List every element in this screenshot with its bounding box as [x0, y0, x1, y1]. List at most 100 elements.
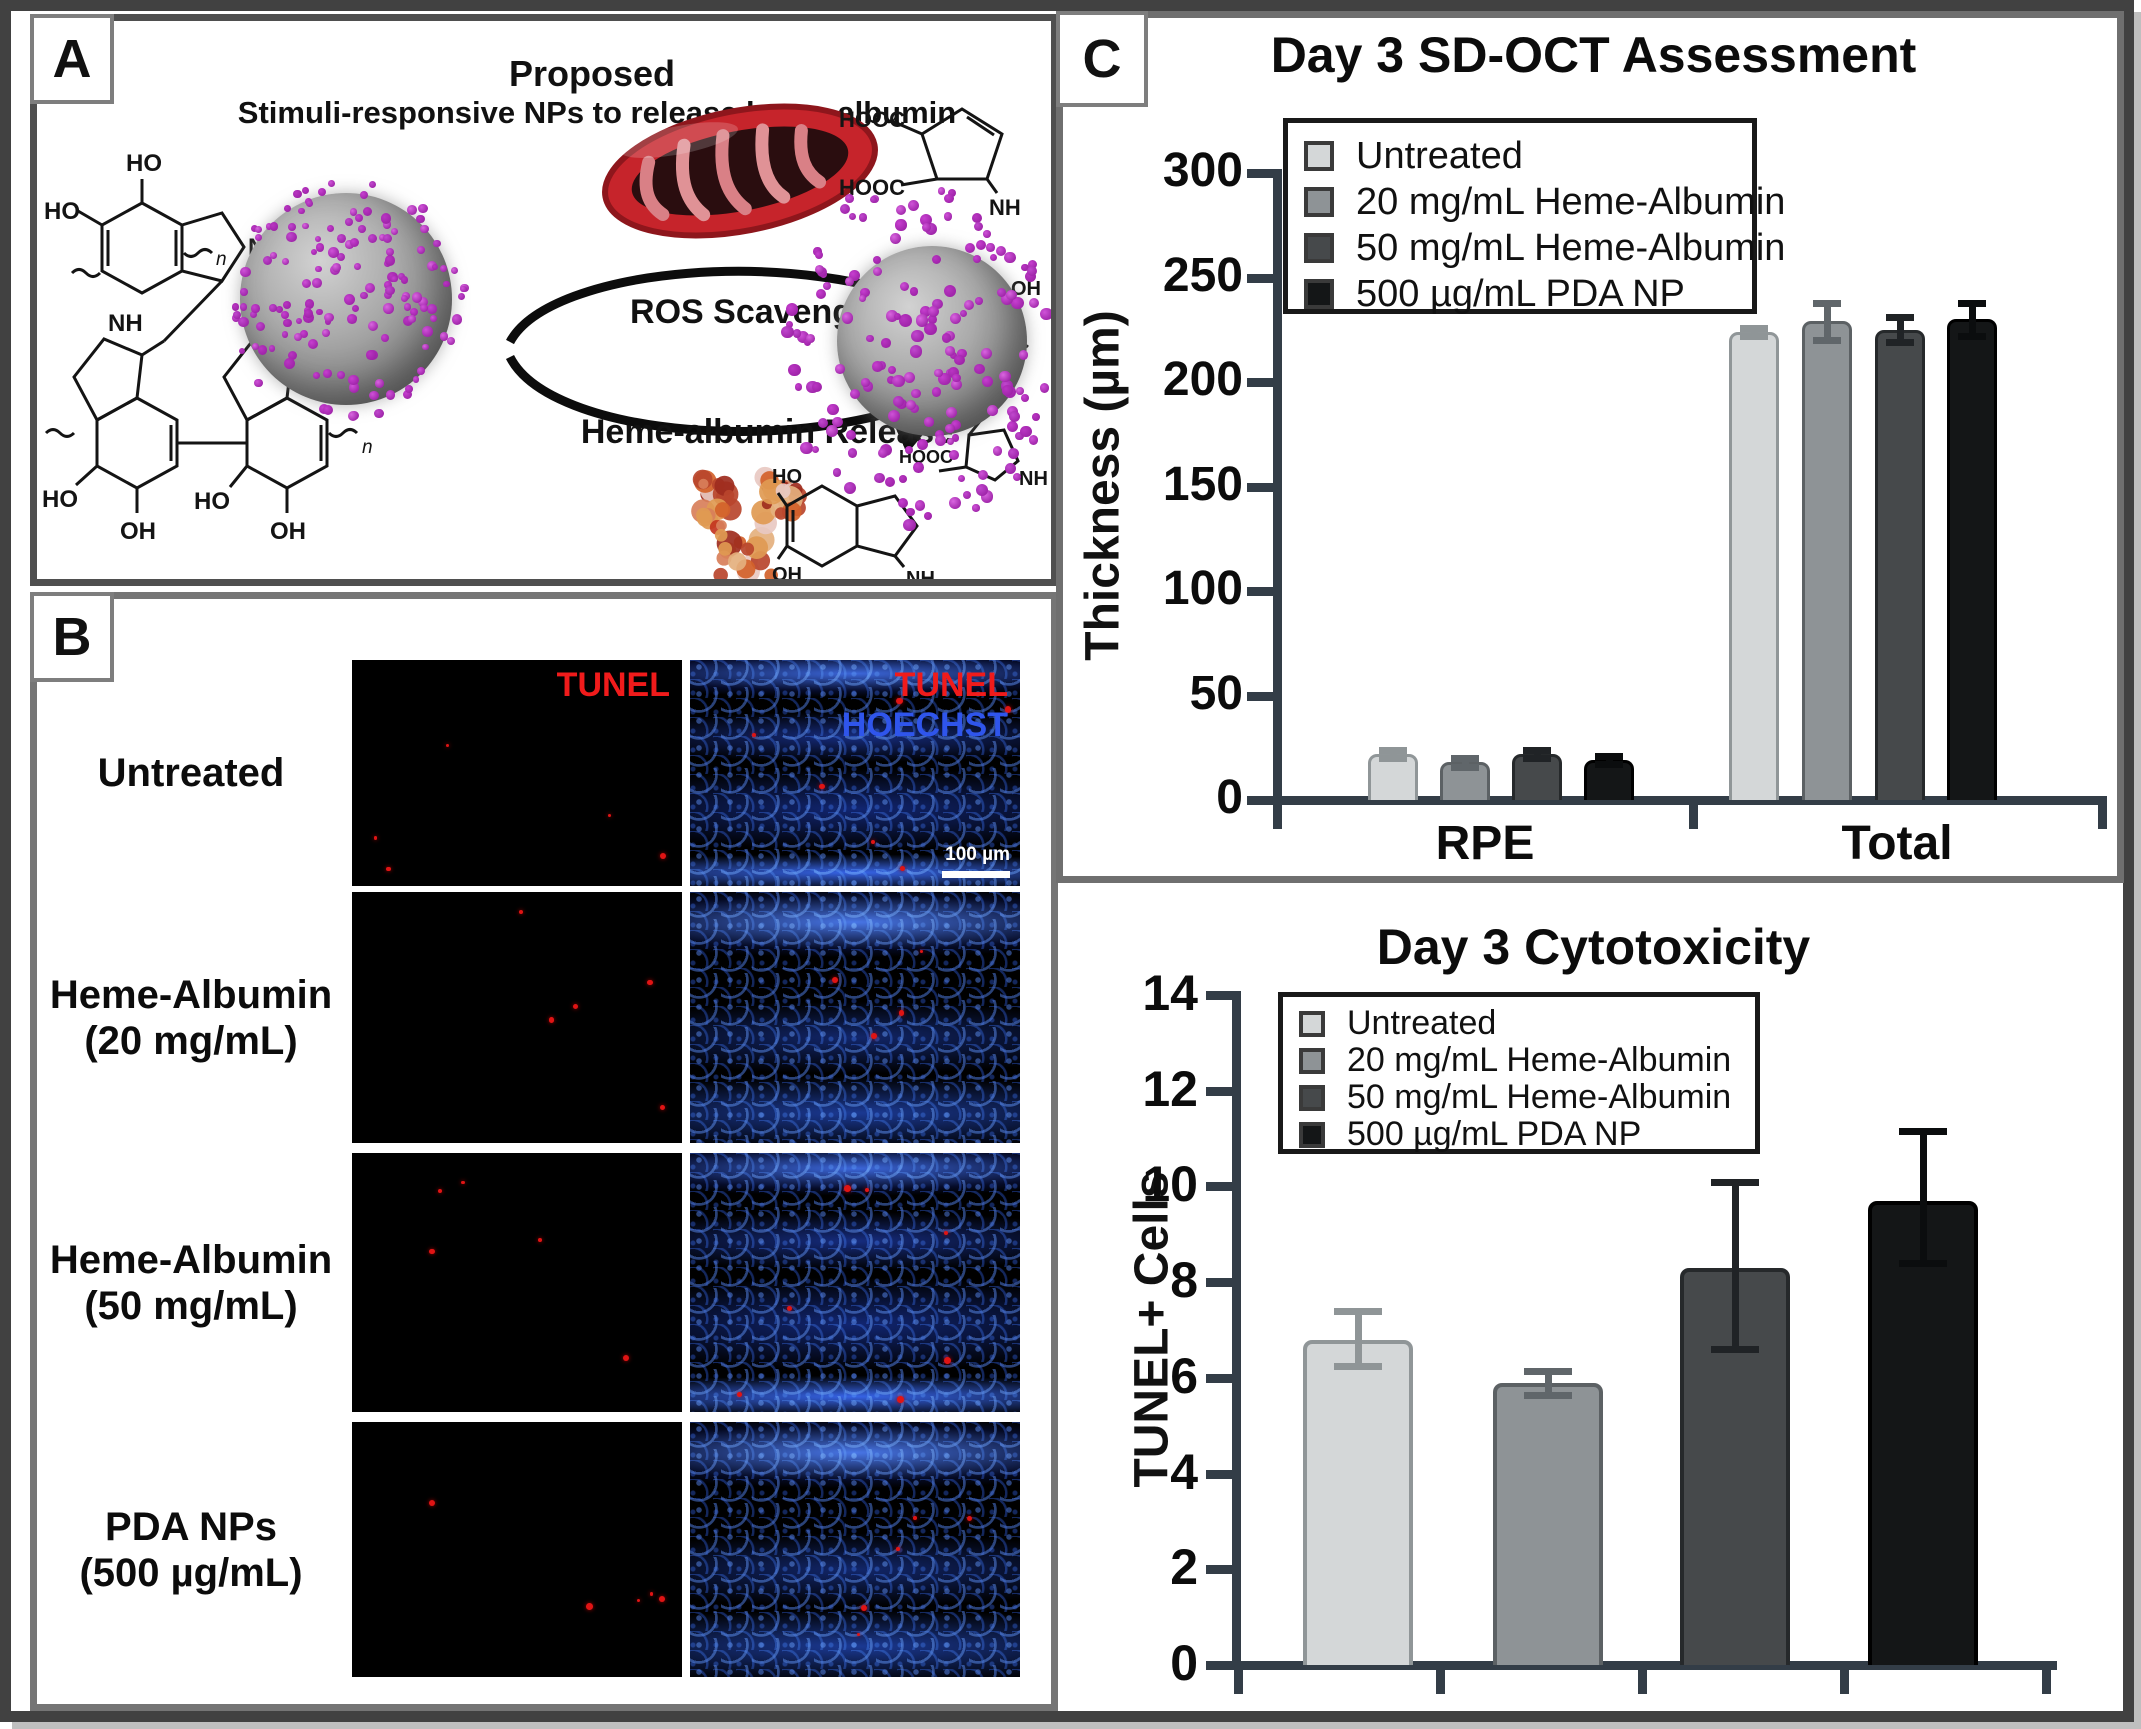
treatment-row-label-line: Heme-Albumin [49, 1237, 333, 1282]
y-tick-label: 2 [1170, 1539, 1198, 1596]
treatment-row-label-line: PDA NPs [105, 1504, 277, 1549]
svg-text:OH: OH [120, 518, 156, 545]
x-tick [1840, 1670, 1849, 1694]
bar [1493, 1382, 1603, 1665]
x-axis [1232, 1661, 2057, 1670]
legend-entry: 20 mg/mL Heme-Albumin [1299, 1041, 1755, 1079]
tunel-image [352, 1153, 682, 1412]
y-tick [1247, 169, 1273, 178]
y-axis [1232, 991, 1241, 1670]
treatment-row-label: Heme-Albumin (20 mg/mL) [37, 892, 345, 1143]
y-tick [1206, 1373, 1232, 1383]
sdoct-category-total: Total [1841, 817, 1953, 870]
x-tick [1689, 805, 1698, 829]
y-tick [1206, 1661, 1232, 1670]
error-bar-cap [1740, 324, 1768, 332]
legend-entry: 500 µg/mL PDA NP [1304, 271, 1752, 317]
error-bar-stem [1390, 749, 1397, 759]
error-bar-cap [1711, 1178, 1759, 1186]
error-bar-cap [1958, 299, 1986, 307]
error-bar-cap [1523, 755, 1551, 763]
x-tick [2042, 1670, 2051, 1694]
legend-entry: Untreated [1299, 1004, 1755, 1042]
panel-b-letter: B [52, 607, 92, 667]
x-tick [2098, 805, 2107, 829]
svg-text:HO: HO [44, 198, 80, 225]
error-bar-cap [1886, 314, 1914, 322]
figure-shadow-bottom [12, 1722, 2141, 1729]
svg-text:HOOC: HOOC [839, 107, 905, 132]
tunel-image [352, 892, 682, 1143]
error-bar-cap [1379, 755, 1407, 763]
treatment-row-label-line: (20 mg/mL) [84, 1018, 298, 1063]
error-bar-cap [1958, 333, 1986, 341]
svg-text:NH: NH [108, 310, 143, 337]
error-bar-cap [1524, 1391, 1572, 1399]
cytotoxicity-chart-title: Day 3 Cytotoxicity [1376, 919, 1811, 975]
error-bar-cap [1595, 753, 1623, 761]
legend-swatch-icon [1299, 1047, 1325, 1074]
error-bar-stem [1969, 302, 1976, 337]
legend-swatch-icon [1304, 141, 1334, 171]
sdoct-chart-title: Day 3 SD-OCT Assessment [1270, 27, 1917, 83]
treatment-row-label-line: Untreated [97, 751, 285, 795]
legend-entry-label: Untreated [1356, 134, 1523, 177]
y-tick-label: 200 [1162, 353, 1243, 407]
y-tick [1247, 796, 1273, 805]
y-tick-label: 0 [1170, 1635, 1198, 1691]
bar [1868, 1200, 1978, 1665]
legend-entry-label: 50 mg/mL Heme-Albumin [1356, 226, 1786, 269]
treatment-row-label: PDA NPs (500 µg/mL) [37, 1422, 345, 1677]
tunel-hoechst-image [690, 1422, 1020, 1677]
y-tick [1206, 1469, 1232, 1479]
error-bar-cap [1813, 337, 1841, 345]
y-tick [1247, 273, 1273, 283]
tunel-image [352, 1422, 682, 1677]
sdoct-category-rpe: RPE [1435, 817, 1535, 870]
y-tick [1206, 1278, 1232, 1288]
legend-swatch-icon [1299, 1121, 1325, 1148]
y-tick-label: 50 [1189, 666, 1243, 720]
treatment-row-label-line: (50 mg/mL) [84, 1283, 298, 1328]
svg-text:OH: OH [772, 564, 802, 586]
y-tick [1247, 587, 1273, 596]
error-bar-stem [1824, 302, 1831, 341]
error-bar-cap [1524, 1367, 1572, 1375]
legend-entry-label: 20 mg/mL Heme-Albumin [1347, 1041, 1732, 1079]
error-bar-cap [1886, 339, 1914, 347]
error-bar-stem [1606, 756, 1613, 765]
panel-c [1056, 11, 2124, 883]
svg-text:NH: NH [989, 195, 1021, 220]
y-tick-label: 10 [1142, 1156, 1198, 1213]
error-bar-stem [1355, 1310, 1362, 1366]
svg-text:n: n [362, 437, 373, 458]
tunel-hoechst-image: TUNEL HOECHST 100 µm [690, 660, 1020, 886]
error-bar-stem [1462, 758, 1469, 767]
bar [1729, 331, 1779, 800]
treatment-row-label-line: Heme-Albumin [49, 972, 333, 1017]
svg-text:NH: NH [1019, 468, 1048, 490]
error-bar-cap [1379, 746, 1407, 754]
error-bar-stem [1920, 1131, 1927, 1263]
tunel-header: TUNEL [894, 666, 1008, 704]
hoechst-header: HOECHST [841, 706, 1008, 744]
legend-entry-label: 500 µg/mL PDA NP [1356, 272, 1685, 315]
y-tick-label: 4 [1170, 1443, 1198, 1500]
error-bar-stem [1732, 1181, 1739, 1350]
legend-swatch-icon [1304, 233, 1334, 263]
legend-entry-label: 500 µg/mL PDA NP [1347, 1115, 1642, 1153]
error-bar-cap [1334, 1362, 1382, 1370]
panel-a-title-line1: Proposed [508, 53, 676, 94]
y-tick-label: 12 [1142, 1060, 1198, 1117]
panel-c-label: C [1056, 11, 1148, 107]
mitochondria-icon [602, 103, 878, 239]
svg-text:HO: HO [126, 150, 162, 177]
legend-swatch-icon [1299, 1010, 1325, 1037]
y-tick-label: 100 [1162, 562, 1243, 616]
svg-text:NH: NH [906, 568, 935, 586]
legend-entry: Untreated [1304, 133, 1752, 179]
error-bar-cap [1334, 1307, 1382, 1315]
legend-entry-label: 20 mg/mL Heme-Albumin [1356, 180, 1786, 223]
x-axis [1273, 796, 2107, 805]
